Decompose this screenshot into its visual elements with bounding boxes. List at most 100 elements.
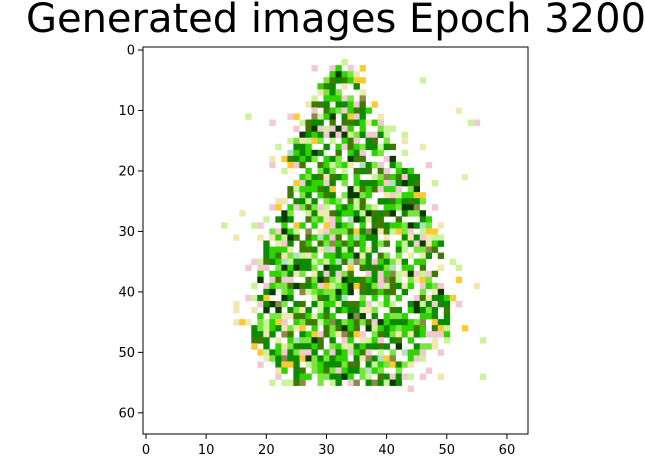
pixel bbox=[263, 319, 270, 326]
pixel bbox=[323, 258, 330, 265]
pixel bbox=[269, 228, 276, 235]
pixel bbox=[395, 343, 402, 350]
pixel bbox=[395, 192, 402, 199]
pixel bbox=[287, 258, 294, 265]
pixel bbox=[335, 125, 342, 132]
pixel bbox=[323, 361, 330, 368]
pixel bbox=[395, 373, 402, 380]
pixel bbox=[311, 313, 318, 320]
pixel bbox=[293, 137, 300, 145]
pixel bbox=[377, 331, 384, 338]
pixel bbox=[305, 198, 312, 205]
pixel bbox=[317, 246, 324, 253]
pixel bbox=[287, 161, 294, 169]
pixel bbox=[299, 264, 306, 272]
pixel bbox=[275, 264, 282, 272]
pixel bbox=[347, 101, 354, 108]
pixel bbox=[371, 331, 378, 338]
pixel bbox=[353, 192, 360, 199]
pixel bbox=[365, 276, 372, 284]
pixel bbox=[413, 198, 421, 205]
pixel bbox=[359, 155, 366, 163]
pixel bbox=[365, 228, 372, 235]
pixel bbox=[251, 325, 258, 332]
pixel bbox=[377, 240, 384, 247]
pixel bbox=[299, 379, 306, 386]
pixel bbox=[425, 307, 433, 314]
pixel bbox=[419, 270, 427, 278]
pixel bbox=[395, 325, 402, 332]
pixel bbox=[377, 149, 384, 157]
pixel bbox=[281, 155, 288, 163]
pixel bbox=[371, 101, 378, 108]
pixel bbox=[311, 149, 318, 157]
pixel bbox=[275, 258, 282, 265]
pixel bbox=[359, 125, 366, 132]
pixel bbox=[323, 113, 330, 120]
pixel bbox=[419, 216, 427, 223]
pixel bbox=[389, 155, 396, 163]
pixel bbox=[419, 234, 427, 241]
pixel bbox=[359, 131, 366, 139]
pixel bbox=[329, 240, 336, 247]
pixel bbox=[401, 331, 408, 338]
pixel bbox=[413, 258, 421, 265]
pixel bbox=[347, 252, 354, 259]
pixel bbox=[305, 192, 312, 199]
x-axis: 0 10 20 30 40 50 60 bbox=[142, 434, 515, 458]
pixel bbox=[347, 276, 354, 284]
pixel bbox=[383, 379, 390, 386]
pixel bbox=[347, 228, 354, 235]
pixel bbox=[329, 331, 336, 338]
pixel bbox=[335, 240, 342, 247]
pixel bbox=[449, 294, 457, 302]
pixel bbox=[287, 349, 294, 356]
pixel bbox=[347, 113, 354, 120]
pixel bbox=[311, 355, 318, 362]
pixel bbox=[353, 300, 360, 308]
pixel bbox=[323, 349, 330, 356]
pixel bbox=[329, 367, 336, 374]
pixel bbox=[353, 186, 360, 193]
pixel bbox=[419, 294, 427, 302]
pixel bbox=[347, 198, 354, 205]
pixel bbox=[317, 83, 324, 90]
pixel bbox=[401, 131, 408, 139]
pixel bbox=[389, 361, 396, 368]
pixel bbox=[299, 204, 306, 211]
pixel bbox=[317, 300, 324, 308]
pixel bbox=[383, 373, 390, 380]
pixel bbox=[407, 173, 415, 181]
pixel bbox=[233, 319, 240, 326]
pixel bbox=[371, 325, 378, 332]
pixel bbox=[329, 119, 336, 126]
pixel bbox=[317, 331, 324, 338]
pixel bbox=[359, 258, 366, 265]
pixel bbox=[335, 89, 342, 96]
pixel bbox=[395, 246, 402, 253]
pixel bbox=[353, 119, 360, 126]
pixel bbox=[377, 119, 384, 126]
pixel bbox=[299, 246, 306, 253]
pixel bbox=[359, 313, 366, 320]
pixel bbox=[335, 107, 342, 114]
pixel bbox=[371, 240, 378, 247]
pixel bbox=[305, 319, 312, 326]
pixel bbox=[269, 155, 276, 163]
pixel bbox=[335, 71, 342, 78]
pixel bbox=[353, 113, 360, 120]
pixel bbox=[269, 288, 276, 296]
pixel bbox=[299, 313, 306, 320]
pixel bbox=[347, 270, 354, 278]
pixel bbox=[359, 246, 366, 253]
axes-frame bbox=[142, 46, 529, 435]
pixel bbox=[431, 337, 439, 344]
pixel bbox=[233, 307, 240, 314]
x-tick-label: 30 bbox=[318, 443, 335, 458]
pixel bbox=[395, 294, 402, 302]
pixel bbox=[233, 300, 240, 308]
pixel bbox=[377, 337, 384, 344]
pixel bbox=[341, 101, 348, 108]
pixel bbox=[365, 258, 372, 265]
pixel bbox=[425, 331, 433, 338]
